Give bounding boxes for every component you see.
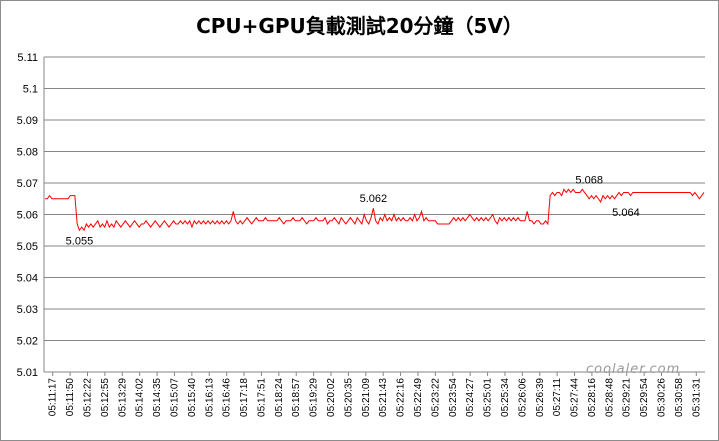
x-tick-label: 05:18:57	[291, 378, 302, 417]
x-tick-label: 05:28:48	[604, 378, 615, 417]
x-tick-label: 05:13:29	[117, 378, 128, 417]
x-tick-label: 05:14:02	[135, 378, 146, 417]
y-tick-label: 5.02	[17, 336, 38, 348]
x-tick-label: 05:14:35	[152, 378, 163, 417]
x-tick-label: 05:20:35	[343, 378, 354, 417]
chart-title: CPU+GPU負載測試20分鐘（5V）	[196, 14, 523, 38]
x-tick-label: 05:21:43	[378, 378, 389, 417]
y-tick-label: 5.03	[17, 304, 38, 316]
x-tick-label: 05:27:44	[570, 378, 581, 417]
x-tick-label: 05:15:07	[169, 378, 180, 417]
y-tick-label: 5.05	[17, 241, 38, 253]
y-tick-label: 5.07	[17, 178, 38, 190]
data-label: 5.055	[66, 235, 94, 247]
x-tick-label: 05:15:40	[187, 378, 198, 417]
x-tick-label: 05:23:22	[430, 378, 441, 417]
x-tick-label: 05:29:54	[639, 378, 650, 417]
y-tick-label: 5.06	[17, 210, 38, 222]
x-tick-label: 05:12:55	[100, 378, 111, 417]
x-tick-label: 05:30:58	[674, 378, 685, 417]
series-line	[45, 188, 705, 232]
x-tick-label: 05:26:39	[535, 378, 546, 417]
x-tick-label: 05:30:26	[657, 378, 668, 417]
x-tick-label: 05:22:49	[413, 378, 424, 417]
x-tick-label: 05:16:46	[222, 378, 233, 417]
x-tick-label: 05:17:18	[239, 378, 250, 417]
x-tick-label: 05:20:02	[326, 378, 337, 417]
y-tick-label: 5.1	[23, 84, 38, 96]
y-tick-label: 5.04	[17, 273, 38, 285]
x-tick-label: 05:11:17	[48, 378, 59, 417]
y-tick-label: 5.11	[17, 52, 38, 64]
x-tick-label: 05:21:09	[361, 378, 372, 417]
x-tick-label: 05:31:31	[691, 378, 702, 417]
x-tick-label: 05:28:16	[587, 378, 598, 417]
x-tick-label: 05:23:54	[448, 378, 459, 417]
data-label: 5.068	[575, 174, 603, 186]
x-tick-label: 05:29:21	[622, 378, 633, 417]
x-tick-label: 05:18:24	[274, 378, 285, 417]
x-tick-label: 05:16:13	[204, 378, 215, 417]
data-label: 5.062	[360, 193, 388, 205]
watermark: coolaler.com	[586, 362, 681, 377]
x-tick-label: 05:19:29	[309, 378, 320, 417]
x-tick-label: 05:25:01	[483, 378, 494, 417]
x-tick-label: 05:11:50	[65, 378, 76, 417]
x-tick-label: 05:17:51	[256, 378, 267, 417]
data-label: 5.064	[612, 207, 640, 219]
x-tick-label: 05:25:34	[500, 378, 511, 417]
y-tick-label: 5.08	[17, 147, 38, 159]
y-tick-label: 5.01	[17, 367, 38, 379]
x-tick-label: 05:27:11	[552, 378, 563, 417]
x-tick-label: 05:24:27	[465, 378, 476, 417]
y-tick-label: 5.09	[17, 115, 38, 127]
x-tick-label: 05:26:06	[517, 378, 528, 417]
x-tick-label: 05:22:16	[396, 378, 407, 417]
x-tick-label: 05:12:22	[82, 378, 93, 417]
